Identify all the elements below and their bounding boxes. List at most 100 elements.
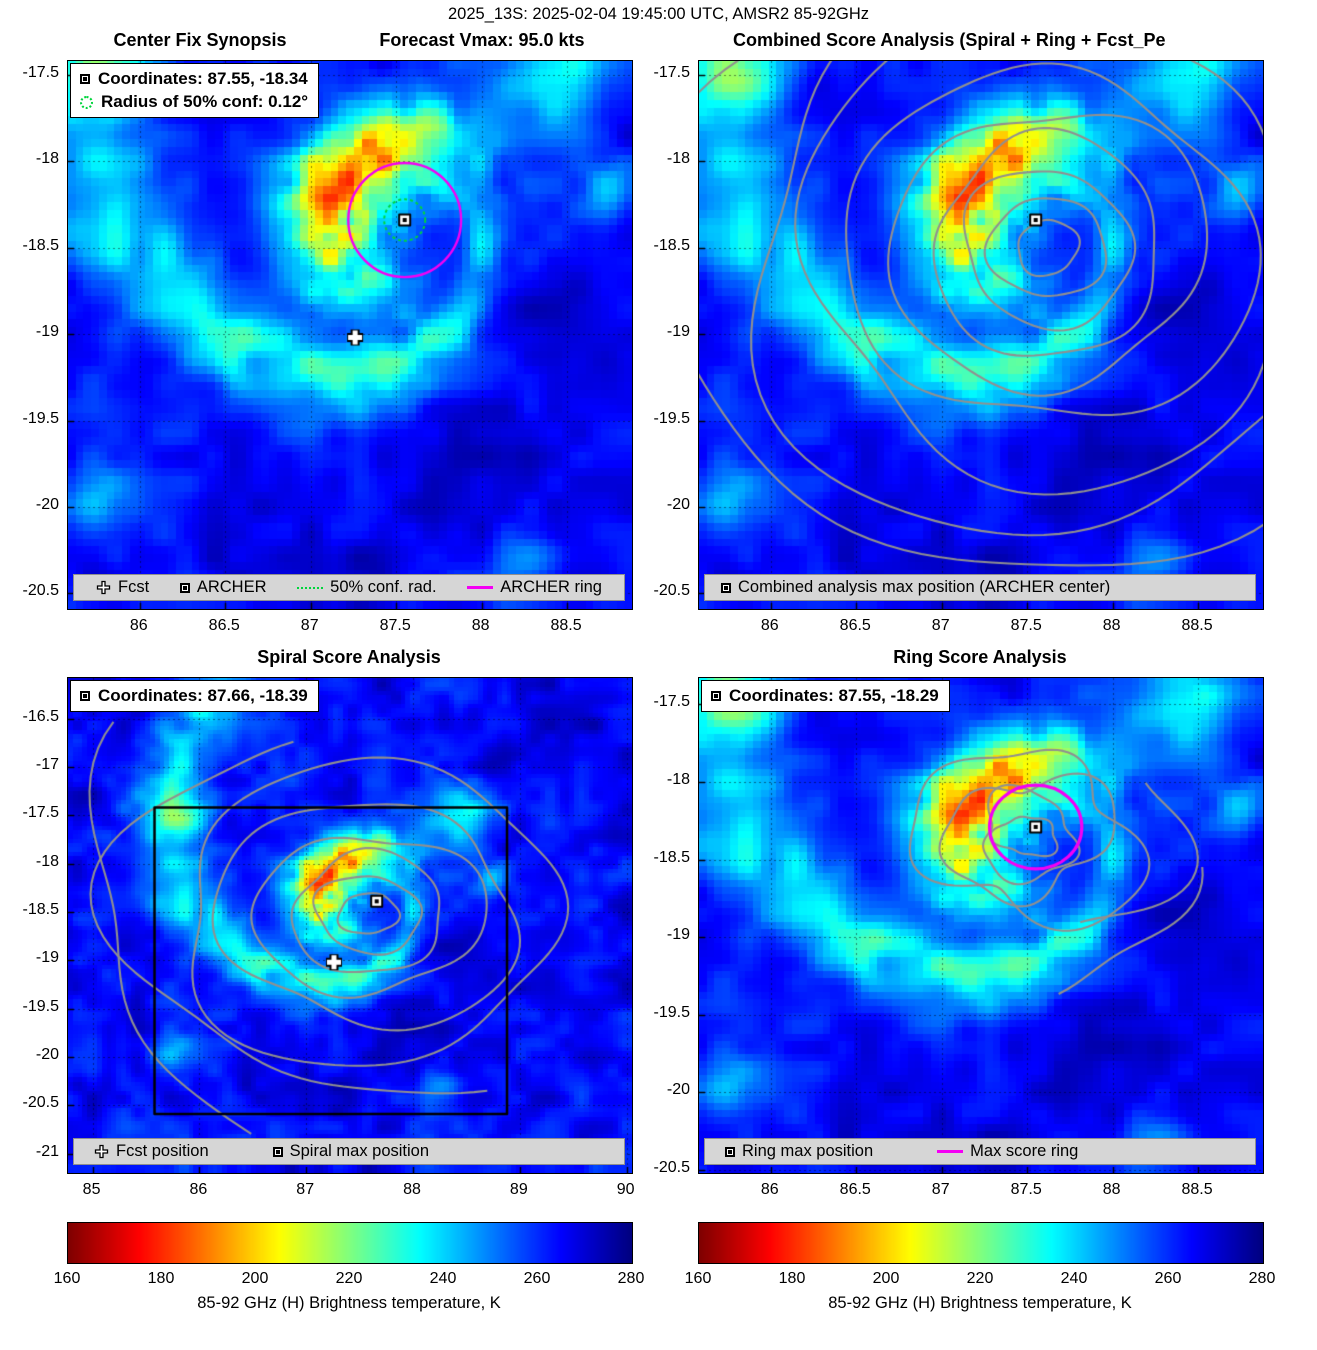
x-tick-label: 88 xyxy=(403,1181,421,1198)
colorbar-tick-label: 280 xyxy=(1248,1270,1276,1287)
colorbar-tick-label: 260 xyxy=(523,1270,551,1287)
y-tick-label: -17.5 xyxy=(22,63,59,81)
y-tick-label: -20.5 xyxy=(22,582,59,600)
legend-item-fcst-position: Fcst position xyxy=(94,1142,209,1161)
y-tick-label: -20.5 xyxy=(22,1094,59,1112)
center-fix-legend: Coordinates: 87.55, -18.34 Radius of 50%… xyxy=(70,63,320,118)
ring-score-title: Ring Score Analysis xyxy=(893,647,1067,667)
spiral-coordinates-label: Coordinates: 87.66, -18.39 xyxy=(98,686,308,705)
legend-item-archer: ARCHER xyxy=(179,578,267,597)
spiral-score-title: Spiral Score Analysis xyxy=(257,647,441,667)
x-tick-label: 87 xyxy=(296,1181,315,1198)
colorbar-tick-label: 180 xyxy=(147,1270,175,1287)
spiral-score-legend: Coordinates: 87.66, -18.39 xyxy=(70,680,319,712)
y-tick-label: -17.5 xyxy=(653,63,690,81)
fcst-label: Fcst xyxy=(118,578,150,596)
fcst-plus-icon xyxy=(94,1144,109,1159)
x-tick-label: 86.5 xyxy=(839,1181,871,1198)
y-tick-label: -20 xyxy=(666,496,690,513)
x-tick-label: 85 xyxy=(82,1181,101,1198)
x-tick-label: 88 xyxy=(1102,1181,1121,1198)
spiral-max-marker-icon xyxy=(80,691,90,701)
y-tick-label: -17.5 xyxy=(22,804,59,822)
y-tick-label: -18.5 xyxy=(22,900,59,918)
y-tick-label: -18.5 xyxy=(653,848,690,866)
x-tick-label: 87.5 xyxy=(379,617,411,634)
y-tick-label: -18 xyxy=(35,150,59,168)
legend-item-conf: 50% conf. rad. xyxy=(297,578,437,597)
y-tick-label: -19 xyxy=(666,323,690,341)
y-tick-label: -18 xyxy=(666,770,690,788)
colorbar-tick-label: 260 xyxy=(1154,1270,1182,1287)
colorbar-right-label: 85-92 GHz (H) Brightness temperature, K xyxy=(828,1294,1132,1312)
y-tick-label: -17.5 xyxy=(653,693,690,711)
y-tick-label: -19.5 xyxy=(653,409,690,427)
y-tick-label: -21 xyxy=(35,1142,59,1160)
y-tick-label: -20.5 xyxy=(653,582,690,600)
legend-row: Coordinates: 87.55, -18.29 xyxy=(711,686,939,706)
colorbar-tick-label: 220 xyxy=(335,1270,363,1287)
x-tick-label: 86 xyxy=(189,1181,208,1198)
center-fix-plot xyxy=(67,60,633,610)
x-tick-label: 88 xyxy=(471,617,490,634)
x-tick-label: 86 xyxy=(129,617,148,634)
archer-coordinates-label: Coordinates: 87.55, -18.34 xyxy=(98,69,308,88)
colorbar-tick-label: 240 xyxy=(429,1270,457,1287)
y-tick-label: -18.5 xyxy=(653,236,690,254)
panel-title-row-center-fix: Center Fix Synopsis Forecast Vmax: 95.0 … xyxy=(67,30,631,51)
colorbar-tick-label: 160 xyxy=(684,1270,712,1287)
conf-radius-icon xyxy=(80,95,93,109)
y-tick-label: -18 xyxy=(35,852,59,870)
y-tick-label: -18.5 xyxy=(22,236,59,254)
fcst-position-label: Fcst position xyxy=(116,1142,209,1160)
combined-score-plot xyxy=(698,60,1264,610)
forecast-vmax-title: Forecast Vmax: 95.0 kts xyxy=(379,30,585,50)
y-tick-label: -16.5 xyxy=(22,707,59,725)
conf-label: 50% conf. rad. xyxy=(330,578,437,596)
y-tick-label: -19 xyxy=(666,926,690,944)
x-tick-label: 87.5 xyxy=(1010,617,1042,634)
x-tick-label: 89 xyxy=(509,1181,528,1198)
center-fix-title: Center Fix Synopsis xyxy=(113,30,287,50)
x-tick-label: 86 xyxy=(760,617,779,634)
conf-line-icon xyxy=(297,586,324,589)
y-tick-label: -20 xyxy=(666,1081,690,1099)
spiral-score-bottom-legend: Fcst position Spiral max position xyxy=(73,1138,625,1165)
combined-score-title: Combined Score Analysis (Spiral + Ring +… xyxy=(733,30,1166,50)
archer-marker-icon xyxy=(80,74,90,84)
archer-marker-icon xyxy=(721,582,731,593)
x-tick-label: 86 xyxy=(760,1181,779,1198)
legend-item-spiral-max: Spiral max position xyxy=(272,1142,430,1161)
archer-label: ARCHER xyxy=(196,578,267,596)
legend-row: Radius of 50% conf: 0.12° xyxy=(80,92,308,112)
archer-marker-icon xyxy=(179,582,190,593)
y-tick-label: -18 xyxy=(666,150,690,168)
max-score-ring-label: Max score ring xyxy=(970,1142,1079,1160)
ring-score-plot xyxy=(698,677,1264,1174)
colorbar-tick-label: 180 xyxy=(778,1270,806,1287)
combined-max-label: Combined analysis max position (ARCHER c… xyxy=(738,578,1111,596)
spiral-max-marker-icon xyxy=(272,1146,283,1157)
archer-ring-line-icon xyxy=(467,586,494,589)
y-tick-label: -19 xyxy=(35,949,59,967)
combined-score-bottom-legend: Combined analysis max position (ARCHER c… xyxy=(704,574,1256,601)
legend-row: Coordinates: 87.55, -18.34 xyxy=(80,69,308,89)
spiral-max-label: Spiral max position xyxy=(289,1142,430,1160)
x-tick-label: 86.5 xyxy=(208,617,240,634)
y-tick-label: -20 xyxy=(35,1045,59,1063)
x-tick-label: 87.5 xyxy=(1010,1181,1042,1198)
x-tick-label: 88 xyxy=(1102,617,1121,634)
colorbar-tick-label: 280 xyxy=(617,1270,645,1287)
ring-coordinates-label: Coordinates: 87.55, -18.29 xyxy=(729,686,939,705)
x-tick-label: 88.5 xyxy=(550,617,582,634)
colorbar-tick-label: 220 xyxy=(966,1270,994,1287)
legend-item-combined-max: Combined analysis max position (ARCHER c… xyxy=(721,578,1110,597)
ring-max-marker-icon xyxy=(711,691,721,701)
x-tick-label: 88.5 xyxy=(1181,617,1213,634)
x-tick-label: 86.5 xyxy=(839,617,871,634)
figure-suptitle: 2025_13S: 2025-02-04 19:45:00 UTC, AMSR2… xyxy=(447,5,869,23)
ring-score-bottom-legend: Ring max position Max score ring xyxy=(704,1138,1256,1165)
legend-item-fcst: Fcst xyxy=(96,578,149,597)
y-tick-label: -17 xyxy=(35,755,59,773)
spiral-score-plot xyxy=(67,677,633,1174)
